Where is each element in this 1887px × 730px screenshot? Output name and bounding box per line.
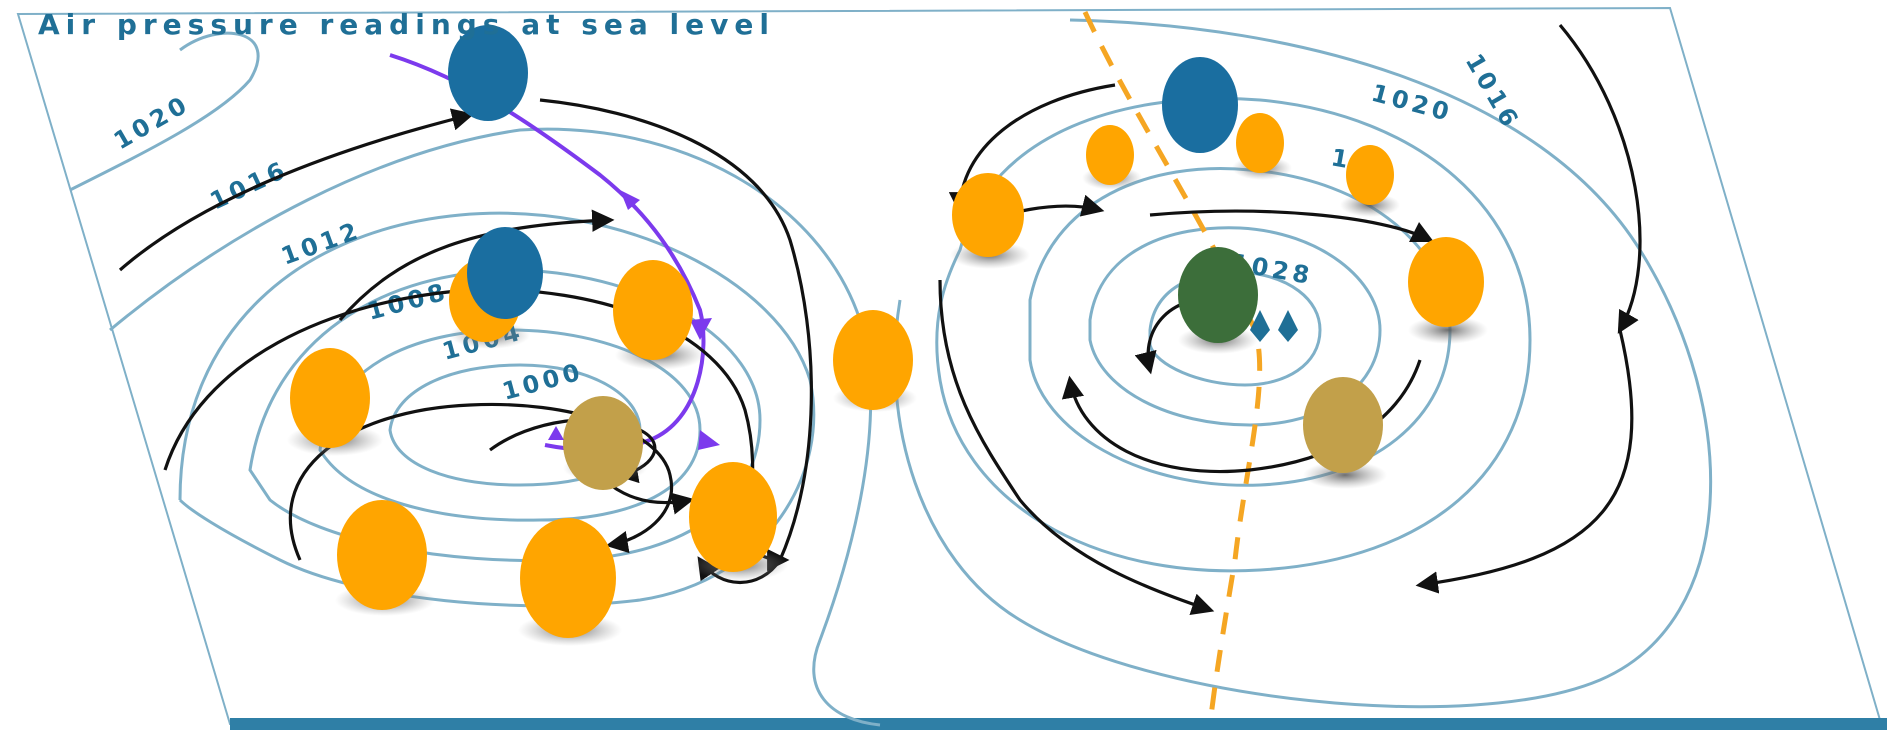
station-blobs [290,25,1484,638]
high-marker-icon [1278,310,1298,342]
station-orange [1236,113,1284,173]
station-orange [613,260,693,360]
base-strip [230,718,1887,730]
map-plate [16,6,1882,726]
station-orange [952,173,1024,257]
station-orange [337,500,427,610]
station-orange [290,348,370,448]
high-pressure-center-icon [1178,247,1258,343]
station-blue [448,25,528,121]
station-orange [689,462,777,572]
ridge-line [1082,10,1263,726]
station-orange [520,518,616,638]
station-blue [1162,57,1238,153]
station-blue [467,227,543,319]
low-marker-icon [548,426,564,440]
station-orange [1086,125,1134,185]
center-markers [548,310,1298,440]
station-khaki [1303,377,1383,473]
cold-front-markers [620,190,720,450]
station-orange [833,310,913,410]
low-pressure-center-icon [563,396,643,490]
station-orange [1408,237,1484,327]
station-orange [1346,145,1394,205]
diagram-title: Air pressure readings at sea level [38,8,775,41]
high-marker-icon [1250,310,1270,342]
